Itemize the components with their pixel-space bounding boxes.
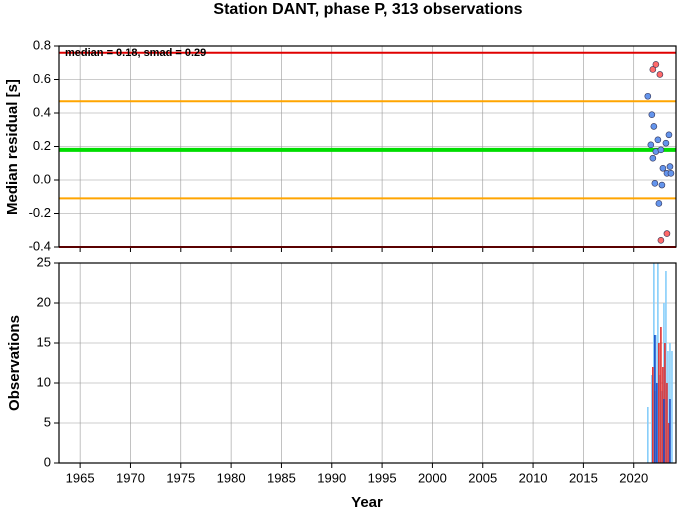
- plot-frame: [58, 45, 677, 248]
- point: [665, 131, 673, 139]
- point: [663, 230, 671, 237]
- point: [659, 164, 667, 172]
- x-tick-label: 2015: [569, 470, 598, 485]
- x-tick-label: 1990: [317, 470, 346, 485]
- y-tick-label: -0.2: [29, 205, 51, 220]
- x-tick-label: 1985: [267, 470, 296, 485]
- y-tick-label: 20: [37, 294, 51, 309]
- point: [655, 200, 663, 207]
- point: [667, 170, 675, 177]
- point: [657, 237, 665, 244]
- point: [649, 66, 657, 73]
- y-tick-label: 25: [37, 254, 51, 269]
- point: [662, 139, 670, 147]
- point: [648, 111, 656, 118]
- y-tick-label: 0.4: [33, 104, 51, 119]
- x-tick-label: 1995: [368, 470, 397, 485]
- y-tick-label: 0: [44, 454, 51, 469]
- y-axis-label: Median residual [s]: [4, 79, 21, 215]
- y-tick-label: 0.8: [33, 37, 51, 52]
- y-tick-label: 0.2: [33, 138, 51, 153]
- x-tick-label: 1980: [217, 470, 246, 485]
- y-axis-label: Observations: [6, 315, 23, 411]
- point: [651, 180, 659, 187]
- y-tick-label: 5: [44, 414, 51, 429]
- y-tick-label: 15: [37, 334, 51, 349]
- point: [657, 146, 665, 154]
- x-tick-label: 2000: [418, 470, 447, 485]
- point: [658, 181, 666, 189]
- plot-frame: [58, 262, 677, 464]
- y-tick-label: 0.6: [33, 71, 51, 86]
- x-tick-label: 2020: [619, 470, 648, 485]
- x-axis-label: Year: [351, 494, 383, 511]
- x-tick-label: 2010: [519, 470, 548, 485]
- point: [656, 71, 664, 78]
- point: [650, 123, 658, 130]
- x-tick-label: 2005: [468, 470, 497, 485]
- chart-title: Station DANT, phase P, 313 observations: [213, 1, 522, 18]
- point: [647, 141, 655, 149]
- point: [652, 61, 660, 68]
- point: [654, 136, 662, 144]
- y-tick-label: 0.0: [33, 171, 51, 186]
- y-tick-label: 10: [37, 374, 51, 389]
- x-tick-label: 1970: [116, 470, 145, 485]
- x-tick-label: 1965: [66, 470, 95, 485]
- point: [666, 163, 674, 170]
- point: [649, 154, 657, 162]
- x-tick-label: 1975: [166, 470, 195, 485]
- point: [644, 92, 652, 100]
- annotation: median = 0.18, smad = 0.29: [65, 47, 206, 59]
- y-tick-label: -0.4: [29, 238, 51, 253]
